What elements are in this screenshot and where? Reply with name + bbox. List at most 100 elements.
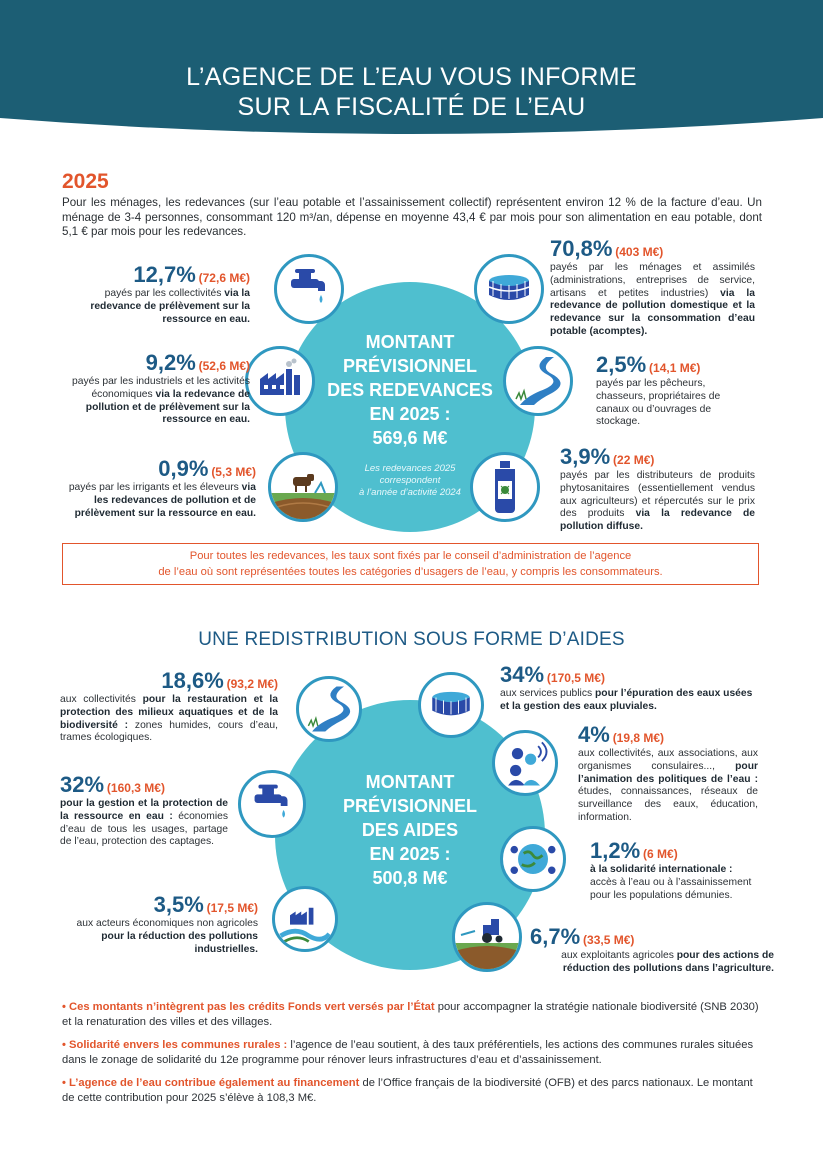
item-amount: (170,5 M€): [546, 671, 605, 685]
item-text: payés par les irrigants et les éleveurs: [68, 482, 242, 493]
item-text-after: études, connaissances, réseaux de survei…: [578, 786, 758, 823]
item-percent-unit: %: [184, 892, 204, 917]
item-percent: 3,5: [153, 892, 185, 917]
tractor-icon: [452, 902, 522, 972]
item-percent: 4: [578, 722, 591, 747]
item-percent: 2,5: [596, 352, 627, 377]
bullet-lead: L’agence de l’eau contribue également au…: [69, 1077, 360, 1089]
notice-line: de l’eau où sont représentées toutes les…: [158, 566, 663, 578]
item-amount: (22 M€): [613, 453, 655, 467]
notice-box: Pour toutes les redevances, les taux son…: [62, 543, 759, 585]
river-icon: [503, 346, 573, 416]
page-title-line1: L’AGENCE DE L’EAU VOUS INFORME: [186, 63, 637, 91]
header-banner: [0, 0, 823, 134]
redevance-item: 0,9% (5,3 M€) payés par les irrigants et…: [60, 456, 256, 520]
item-amount: (33,5 M€): [583, 933, 635, 947]
item-text-bold: via la redevance de pollution et de prél…: [85, 388, 250, 426]
item-percent-unit: %: [590, 722, 610, 747]
intro-year: 2025: [62, 170, 109, 193]
item-text-after: économies d’eau de tous les usages, part…: [60, 810, 228, 848]
redevance-item: 70,8% (403 M€) payés par les ménages et …: [550, 236, 755, 339]
item-amount: (160,3 M€): [106, 781, 165, 795]
item-percent: 6,7: [530, 924, 561, 949]
redevances-circle-note: Les redevances 2025 correspondent à l’an…: [335, 463, 485, 499]
page-title: L’AGENCE DE L’EAU VOUS INFORME SUR LA FI…: [0, 62, 823, 122]
intro-text: Pour les ménages, les redevances (sur l’…: [62, 196, 762, 238]
item-amount: (17,5 M€): [206, 901, 258, 915]
item-text: aux collectivités, aux associations, aux…: [578, 748, 758, 772]
redevance-item: 3,9% (22 M€) payés par les distributeurs…: [560, 444, 755, 534]
item-percent: 1,2: [590, 838, 621, 863]
footnote-bullet: • L’agence de l’eau contribue également …: [62, 1076, 762, 1106]
aides-title-line: DES AIDES: [361, 820, 459, 840]
item-text-bold: pour la gestion et la protection de la r…: [60, 798, 228, 822]
aides-title-line: PRÉVISIONNEL: [342, 796, 478, 816]
item-text: payés par les ménages et assimilés (admi…: [550, 262, 755, 299]
item-percent-unit: %: [176, 350, 196, 375]
item-percent-unit: %: [592, 236, 613, 261]
bullet-dot: •: [62, 1077, 66, 1089]
item-text-bold: via la redevance de pollution diffuse.: [560, 508, 755, 533]
bullet-text: de l’Office français de la biodiversité …: [62, 1077, 753, 1104]
item-amount: (19,8 M€): [612, 731, 665, 745]
item-text: payés par les industriels et les activit…: [72, 376, 250, 400]
item-amount: (14,1 M€): [649, 361, 701, 375]
item-percent: 34: [500, 662, 525, 687]
bullet-lead: Ces montants n’intègrent pas les crédits…: [69, 1001, 435, 1013]
item-percent: 0,9: [158, 456, 189, 481]
item-text: payés par les collectivités: [104, 288, 225, 299]
water-tank-icon: [418, 672, 484, 738]
item-amount: (52,6 M€): [198, 359, 250, 373]
item-percent-unit: %: [204, 668, 224, 693]
bullet-dot: •: [62, 1039, 66, 1051]
item-amount: (5,3 M€): [211, 465, 256, 479]
redevance-item: 12,7% (72,6 M€) payés par les collectivi…: [72, 262, 250, 326]
item-text: payés par les distributeurs de produits …: [560, 470, 755, 520]
factory-icon: [245, 346, 315, 416]
aide-item: 32% (160,3 M€) pour la gestion et la pro…: [60, 772, 228, 849]
item-percent: 3,9: [560, 444, 591, 469]
item-percent: 9,2: [145, 350, 177, 375]
aides-title-line: EN 2025 :: [369, 844, 451, 864]
item-text-bold: pour l’animation des politiques de l’eau…: [578, 760, 758, 785]
footnote-bullet: • Ces montants n’intègrent pas les crédi…: [62, 1000, 762, 1030]
item-percent-unit: %: [188, 456, 209, 481]
item-percent: 32: [60, 772, 85, 797]
item-text-bold: via les redevances de pollution et de pr…: [74, 482, 256, 519]
item-percent-unit: %: [590, 444, 611, 469]
item-percent-unit: %: [620, 838, 641, 863]
notice-line: Pour toutes les redevances, les taux son…: [189, 550, 632, 562]
people-network-icon: [492, 730, 558, 796]
item-text-after: accès à l’eau ou à l’assainissement pour…: [590, 876, 752, 901]
item-text-bold: pour l’épuration des eaux usées et la ge…: [500, 688, 753, 712]
river-icon: [296, 676, 362, 742]
aide-item: 4% (19,8 M€) aux collectivités, aux asso…: [578, 722, 758, 825]
note-line: correspondent: [379, 475, 441, 486]
aide-item: 34% (170,5 M€) aux services publics pour…: [500, 662, 756, 714]
item-amount: (403 M€): [615, 245, 664, 259]
farm-icon: [268, 452, 338, 522]
aides-title-line: MONTANT: [365, 772, 455, 792]
item-percent: 12,7: [133, 262, 177, 287]
item-percent-unit: %: [176, 262, 196, 287]
redevance-item: 2,5% (14,1 M€) payés par les pêcheurs, c…: [596, 352, 756, 429]
faucet-icon: [238, 770, 306, 838]
bullet-text: pour accompagner la stratégie nationale …: [62, 1001, 759, 1028]
item-text-bold: via la redevance de pollution domestique…: [550, 287, 755, 337]
note-line: à l’année d’activité 2024: [359, 487, 461, 498]
item-text-bold: pour la restauration et la protection de…: [60, 694, 278, 731]
redevances-title-amount: 569,6 M€: [372, 428, 448, 448]
item-percent: 18,6: [161, 668, 205, 693]
item-text: aux exploitants agricoles: [561, 950, 677, 961]
pesticide-bottle-icon: [470, 452, 540, 522]
aide-item: 6,7% (33,5 M€) aux exploitants agricoles…: [530, 924, 774, 976]
section-title-aides: UNE REDISTRIBUTION SOUS FORME D’AIDES: [198, 629, 625, 650]
redevances-title-line: EN 2025 :: [369, 404, 451, 424]
water-tank-icon: [474, 254, 544, 324]
footnote-bullet: • Solidarité envers les communes rurales…: [62, 1038, 762, 1068]
page-title-line2: SUR LA FISCALITÉ DE L’EAU: [237, 93, 586, 121]
item-text: aux services publics: [500, 688, 595, 699]
bullet-text: l’agence de l’eau soutient, à des taux p…: [62, 1039, 754, 1066]
redevances-circle-title: MONTANT PRÉVISIONNEL DES REDEVANCES EN 2…: [295, 330, 525, 450]
item-text: payés par les pêcheurs, chasseurs, propr…: [596, 378, 721, 428]
